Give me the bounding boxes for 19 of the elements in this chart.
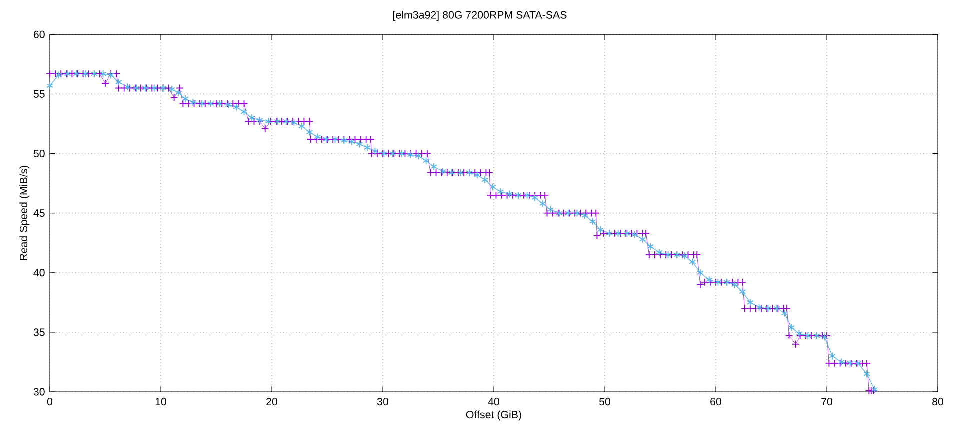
x-tick-label: 40 bbox=[488, 398, 500, 406]
y-tick-label: 50 bbox=[34, 150, 45, 158]
x-tick-label: 20 bbox=[266, 398, 278, 406]
x-tick-label: 70 bbox=[822, 398, 833, 406]
chart-title: [elm3a92] 80G 7200RPM SATA-SAS bbox=[394, 11, 567, 21]
x-tick-label: 50 bbox=[599, 398, 611, 406]
x-tick-label: 0 bbox=[47, 398, 53, 406]
y-tick-label: 55 bbox=[34, 90, 45, 98]
y-tick-label: 30 bbox=[34, 388, 45, 396]
x-tick-label: 10 bbox=[156, 398, 167, 406]
x-tick-label: 80 bbox=[932, 398, 944, 406]
x-tick-label: 30 bbox=[377, 398, 389, 406]
x-tick-label: 60 bbox=[710, 398, 722, 406]
y-tick-label: 40 bbox=[34, 269, 45, 277]
x-axis-title: Offset (GiB) bbox=[466, 410, 522, 421]
y-tick-label: 35 bbox=[34, 328, 45, 336]
y-tick-label: 45 bbox=[34, 210, 45, 218]
y-axis-title: Read Speed (MiB/s) bbox=[20, 166, 30, 260]
y-tick-label: 60 bbox=[34, 30, 45, 38]
